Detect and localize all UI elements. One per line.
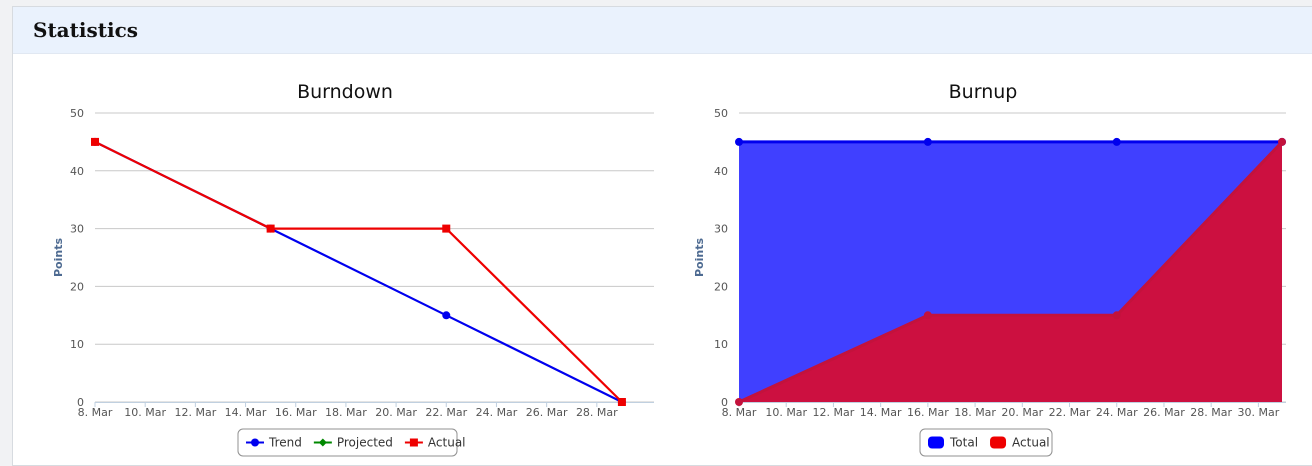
x-tick-label: 14. Mar [860,406,902,419]
y-tick-label: 40 [70,165,84,178]
y-tick-label: 50 [70,107,84,120]
data-point [266,224,275,233]
x-tick-label: 24. Mar [1096,406,1138,419]
legend-label: Trend [268,436,302,450]
data-point [617,398,626,406]
legend-swatch-marker [409,438,418,447]
panel-title: Statistics [33,18,139,42]
x-tick-label: 24. Mar [476,406,518,419]
x-tick-label: 18. Mar [325,406,367,419]
y-tick-label: 50 [714,107,728,120]
legend-swatch [990,436,1007,449]
x-tick-label: 20. Mar [1001,406,1043,419]
x-tick-label: 20. Mar [375,406,417,419]
data-point [923,137,932,146]
x-tick-label: 8. Mar [722,406,757,419]
panel-header: Statistics [13,7,1312,54]
chart-title: Burnup [949,81,1018,103]
x-tick-label: 30. Mar [1238,406,1280,419]
legend-swatch [928,436,944,449]
legend-label: Actual [428,436,466,450]
y-tick-label: 40 [714,165,728,178]
y-tick-label: 30 [70,223,84,236]
legend-item-trend[interactable]: Trend [246,436,302,450]
legend-label: Total [949,436,978,450]
legend-swatch-marker [318,438,327,447]
y-tick-label: 10 [70,338,84,351]
data-point [923,311,932,320]
x-tick-label: 26. Mar [526,406,568,419]
x-tick-label: 28. Mar [1190,406,1232,419]
x-tick-label: 22. Mar [1049,406,1091,419]
data-point [735,398,743,406]
series-line-actual [738,140,1284,404]
data-point [1112,137,1121,146]
data-point [442,224,451,233]
legend-label: Projected [337,436,393,450]
y-tick-label: 0 [77,396,84,409]
burndown-chart: Burndown Points 0 10 20 30 40 50 8. Mar 10. Mar 12… [52,81,654,457]
x-tick-label: 14. Mar [225,406,267,419]
legend-box [919,428,1053,457]
x-tick-label: 18. Mar [954,406,996,419]
y-tick-label: 20 [70,280,84,293]
y-tick-label: 10 [714,338,728,351]
legend-label: Actual [1012,436,1050,450]
x-tick-label: 26. Mar [1143,406,1185,419]
data-point [91,137,99,146]
x-tick-label: 10. Mar [124,406,166,419]
x-tick-label: 10. Mar [765,406,807,419]
x-tick-label: 16. Mar [275,406,317,419]
x-tick-label: 16. Mar [907,406,949,419]
data-point [1278,137,1286,146]
chart-title: Burndown [297,81,393,103]
y-tick-label: 20 [714,280,728,293]
legend-item-actual[interactable]: Actual [404,436,466,450]
legend-item-total[interactable]: Total [928,436,978,450]
legend-box [237,428,458,457]
y-tick-label: 0 [721,396,728,409]
x-tick-label: 12. Mar [813,406,855,419]
y-tick-label: 30 [714,223,728,236]
legend-swatch-marker [251,438,259,447]
data-point [1112,311,1121,320]
area-actual [739,141,1282,402]
legend-item-actual[interactable]: Actual [990,436,1050,450]
legend-item-projected[interactable]: Projected [313,436,393,450]
x-tick-label: 8. Mar [78,406,113,419]
series-line-actual [94,140,623,403]
y-axis-label: Points [693,238,706,277]
data-point [442,311,451,320]
x-tick-label: 12. Mar [174,406,216,419]
x-tick-label: 22. Mar [425,406,467,419]
y-axis-label: Points [52,238,65,277]
data-point [735,137,743,146]
x-tick-label: 28. Mar [576,406,618,419]
